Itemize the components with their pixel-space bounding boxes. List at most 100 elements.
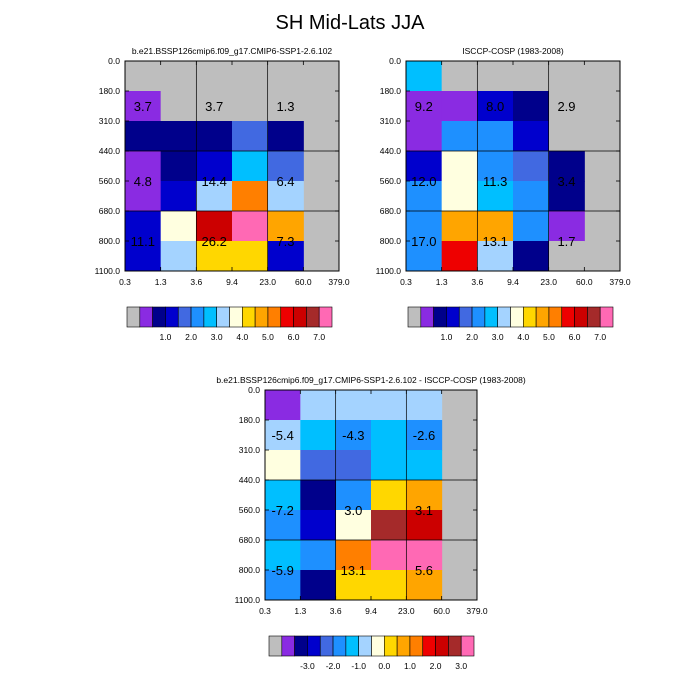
y-tick-label: 440.0	[99, 146, 121, 156]
heatmap-cell	[125, 181, 162, 212]
colorbar-label: 7.0	[313, 332, 325, 342]
data-label: 13.1	[341, 563, 366, 578]
heatmap-cell	[300, 390, 337, 421]
heatmap-cell	[406, 390, 443, 421]
heatmap-cell	[335, 450, 372, 481]
y-tick-label: 560.0	[380, 176, 402, 186]
colorbar-swatch	[268, 635, 283, 657]
heatmap-cell	[371, 420, 407, 451]
heatmap-cell	[513, 61, 550, 92]
colorbar-swatch	[293, 306, 307, 328]
colorbar-swatch	[294, 635, 308, 657]
panel-1: 0.0 180.0 310.0 440.0 560.0 680.0 800.0 1100.00…	[95, 46, 350, 342]
heatmap-cell	[441, 121, 478, 152]
heatmap-cell	[406, 241, 443, 272]
colorbar-label: -2.0	[326, 661, 341, 671]
heatmap-cell	[371, 510, 407, 541]
heatmap-cell	[125, 151, 162, 182]
colorbar-swatch	[471, 306, 486, 328]
heatmap-cell	[477, 241, 514, 272]
data-label: 8.0	[486, 99, 504, 114]
colorbar-swatch	[358, 635, 372, 657]
heatmap-cell	[335, 390, 372, 421]
heatmap-cell	[267, 61, 304, 92]
x-tick-label: 60.0	[576, 277, 593, 287]
heatmap-cell	[196, 61, 233, 92]
heatmap-cell	[267, 91, 304, 122]
data-label: 13.1	[483, 234, 508, 249]
colorbar-label: 3.0	[211, 332, 223, 342]
colorbar-label: 3.0	[455, 661, 467, 671]
heatmap-cell	[441, 211, 478, 242]
colorbar-label: 4.0	[517, 332, 529, 342]
heatmap-cell	[232, 121, 269, 152]
panel-title: b.e21.BSSP126cmip6.f09_g17.CMIP6-SSP1-2.…	[216, 375, 525, 385]
x-tick-label: 60.0	[433, 606, 450, 616]
colorbar-swatch	[371, 635, 385, 657]
heatmap-cell	[441, 61, 478, 92]
data-label: 14.4	[202, 174, 227, 189]
y-tick-label: 1100.0	[95, 266, 121, 276]
heatmap-cell	[160, 121, 197, 152]
y-tick-label: 0.0	[108, 56, 120, 66]
colorbar-swatch	[523, 306, 537, 328]
colorbar-label: 2.0	[466, 332, 478, 342]
x-tick-label: 9.4	[226, 277, 238, 287]
x-tick-label: 0.3	[400, 277, 412, 287]
heatmap-cell	[441, 181, 478, 212]
heatmap-cell	[406, 181, 443, 212]
x-tick-label: 9.4	[507, 277, 519, 287]
colorbar-swatch	[587, 306, 601, 328]
colorbar-swatch	[229, 306, 243, 328]
data-label: 12.0	[411, 174, 436, 189]
colorbar-swatch	[345, 635, 359, 657]
colorbar-swatch	[152, 306, 166, 328]
heatmap-cell	[267, 181, 304, 212]
heatmap-cell	[300, 570, 337, 601]
heatmap-cell	[160, 181, 197, 212]
heatmap-cell	[513, 181, 550, 212]
colorbar-swatch	[203, 306, 217, 328]
panel-title: b.e21.BSSP126cmip6.f09_g17.CMIP6-SSP1-2.…	[132, 46, 333, 56]
panel-3: 0.0180.0310.0440.0560.0680.0800.01100.00…	[216, 375, 525, 671]
colorbar: 1.0 2.0 3.0 4.0 5.0 6.0 7.0	[126, 306, 333, 342]
colorbar-swatch	[448, 635, 462, 657]
heatmap-cell	[300, 480, 337, 511]
heatmap-cell	[406, 211, 443, 242]
heatmap-cell	[335, 480, 372, 511]
colorbar-swatch	[535, 306, 550, 328]
heatmap-cell	[267, 241, 304, 272]
y-tick-label: 310.0	[239, 445, 261, 455]
data-label: -7.2	[271, 503, 293, 518]
colorbar-label: 6.0	[569, 332, 581, 342]
heatmap-cell	[267, 121, 304, 152]
x-tick-label: 9.4	[365, 606, 377, 616]
colorbar-swatch	[409, 635, 424, 657]
heatmap-cell	[196, 211, 233, 242]
data-label: 3.1	[415, 503, 433, 518]
heatmap-cell	[406, 420, 443, 451]
heatmap-cell	[265, 570, 301, 601]
colorbar-swatch	[484, 306, 498, 328]
heatmap-cell	[371, 480, 407, 511]
heatmap-cell	[513, 241, 550, 272]
heatmap-cell	[441, 91, 478, 122]
heatmap-cell	[160, 241, 197, 272]
heatmap-cell	[548, 241, 585, 272]
colorbar-label: 3.0	[492, 332, 504, 342]
heatmap-cell	[125, 211, 162, 242]
colorbar-swatch	[420, 306, 434, 328]
heatmap-cell	[477, 61, 514, 92]
data-label: -4.3	[342, 428, 364, 443]
heatmap-cell	[406, 61, 443, 92]
heatmap-cell	[232, 211, 269, 242]
data-label: 1.7	[557, 234, 575, 249]
colorbar-label: 1.0	[441, 332, 453, 342]
heatmap-cell	[477, 91, 514, 122]
data-label: 3.4	[557, 174, 575, 189]
heatmap-cell	[513, 151, 550, 182]
data-label: 7.3	[276, 234, 294, 249]
colorbar-swatch	[460, 635, 475, 657]
heatmap-cell	[300, 420, 337, 451]
colorbar-swatch	[407, 306, 422, 328]
